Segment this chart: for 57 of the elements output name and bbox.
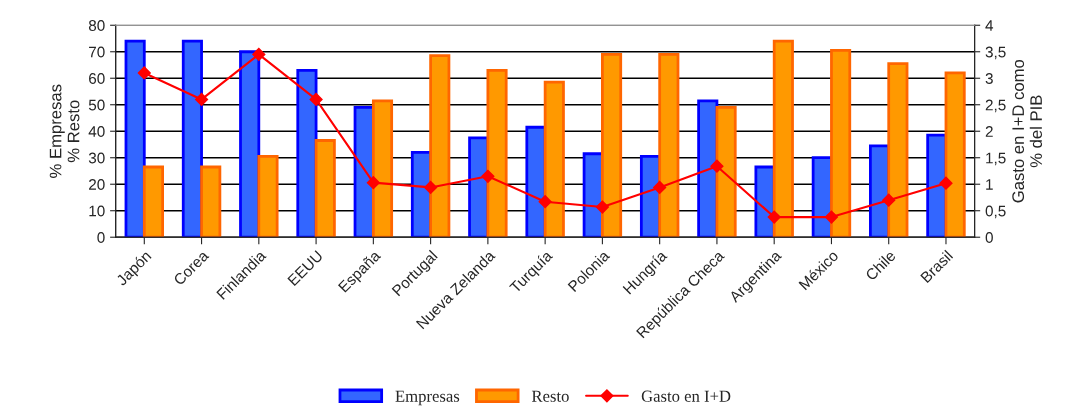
bar (429, 54, 451, 238)
bar (142, 165, 165, 238)
point (309, 92, 323, 107)
point (939, 176, 953, 190)
bar (181, 39, 203, 238)
legend-label: Gasto en I+D (641, 390, 731, 402)
y-tick-label: 80 (88, 20, 105, 31)
y-tick-label: 60 (89, 73, 105, 84)
y-tick-label: 10 (89, 205, 105, 217)
legend-label: Empresas (395, 390, 460, 406)
bar (772, 39, 794, 238)
y2-tick-label: 0 (985, 232, 993, 243)
bar (296, 68, 318, 238)
y2-tick-label: 3,5 (985, 46, 1006, 60)
bar (200, 165, 222, 238)
point (710, 159, 724, 173)
y-tick-label: 70 (89, 46, 105, 58)
point (653, 180, 667, 194)
y2-tick-label: 1 (986, 179, 993, 190)
bar (658, 53, 680, 238)
y2-tick-label: 4 (985, 20, 994, 31)
y2-tick-label: 2,5 (985, 99, 1006, 113)
bar (486, 68, 508, 238)
bar (944, 71, 966, 238)
bar (715, 106, 737, 238)
y-tick-label: 0 (97, 232, 105, 243)
point (595, 200, 609, 214)
point (538, 195, 552, 209)
y2-axis-title: Gasto en I+D como % del PIB (1012, 59, 1043, 203)
legend-label: Resto (531, 390, 569, 402)
bar (830, 49, 852, 238)
y2-tick-label: 2 (985, 126, 993, 137)
bar (257, 155, 279, 238)
y2-tick-label: 1,5 (986, 152, 1006, 166)
point (481, 169, 495, 183)
y2-tick-label: 0,5 (985, 205, 1006, 219)
bar (124, 39, 146, 238)
point (252, 47, 266, 61)
point (824, 210, 839, 224)
y-tick-label: 50 (88, 99, 105, 111)
bar (314, 139, 336, 238)
y-axis-title: % Empresas % Resto (49, 84, 80, 178)
y-tick-label: 20 (89, 179, 105, 190)
bar (239, 50, 261, 238)
point (882, 193, 896, 207)
y-tick-label: 30 (88, 152, 105, 164)
point (194, 92, 209, 107)
point (366, 176, 380, 190)
y2-tick-label: 3 (985, 73, 993, 84)
point (767, 210, 781, 224)
bar (371, 99, 394, 238)
bar (601, 53, 623, 238)
y-tick-label: 40 (88, 126, 105, 137)
bar (543, 80, 565, 238)
point (137, 66, 151, 80)
bar (887, 62, 909, 238)
point (424, 180, 438, 194)
